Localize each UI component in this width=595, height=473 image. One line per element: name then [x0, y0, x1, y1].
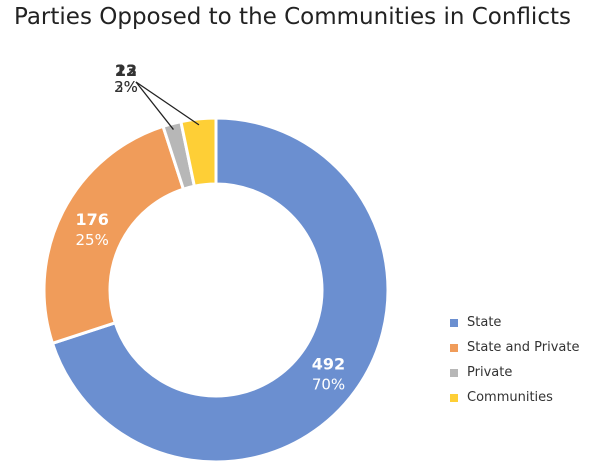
slice-communities	[179, 116, 218, 189]
slice-state-and-private	[42, 124, 186, 346]
slice-state	[50, 116, 390, 464]
data-label-value-private: 12	[115, 61, 137, 80]
data-label-percent-state: 70%	[312, 376, 345, 394]
legend-swatch-state	[450, 318, 458, 327]
legend-label-state-and-private: State and Private	[467, 340, 580, 355]
data-label-percent-private: 2%	[114, 78, 138, 96]
legend-swatch-private	[450, 368, 458, 377]
data-label-value-state-and-private: 176	[75, 210, 108, 229]
legend-label-state: State	[467, 315, 502, 330]
chart-legend: State State and Private Private Communities	[450, 310, 579, 410]
legend-item-state-and-private: State and Private	[450, 335, 579, 360]
leader-line-communities	[135, 81, 200, 126]
data-label-value-communities: 23	[115, 61, 137, 80]
chart-title: Parties Opposed to the Communities in Co…	[14, 4, 571, 30]
data-label-value-state: 492	[312, 355, 345, 374]
legend-item-state: State	[450, 310, 579, 335]
data-label-percent-communities: 3%	[114, 78, 138, 96]
legend-label-communities: Communities	[467, 390, 553, 405]
legend-label-private: Private	[467, 365, 513, 380]
legend-item-private: Private	[450, 360, 579, 385]
leader-line-private	[135, 81, 174, 130]
legend-swatch-communities	[450, 393, 458, 402]
data-label-percent-state-and-private: 25%	[75, 231, 108, 249]
legend-swatch-state-and-private	[450, 343, 458, 352]
legend-item-communities: Communities	[450, 385, 579, 410]
